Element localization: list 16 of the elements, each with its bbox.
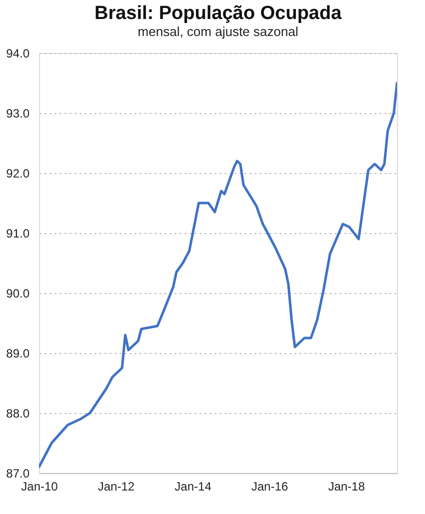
y-tick-label: 90.0 [6,286,30,300]
y-tick-label: 89.0 [6,346,30,360]
y-tick-label: 92.0 [6,166,30,180]
y-tick-label: 91.0 [6,226,30,240]
y-tick-label: 87.0 [6,466,30,480]
x-tick-label: Jan-14 [174,480,212,494]
y-tick-label: 88.0 [6,406,30,420]
x-tick-label: Jan-10 [21,480,58,494]
x-tick-label: Jan-12 [98,480,135,494]
chart-subtitle: mensal, com ajuste sazonal [138,24,298,39]
x-tick-label: Jan-18 [328,480,366,494]
chart-title: Brasil: População Ocupada [94,3,342,24]
y-tick-label: 94.0 [6,46,30,60]
y-tick-label: 93.0 [6,106,30,120]
line-series [39,82,397,468]
x-tick-label: Jan-16 [251,480,288,494]
